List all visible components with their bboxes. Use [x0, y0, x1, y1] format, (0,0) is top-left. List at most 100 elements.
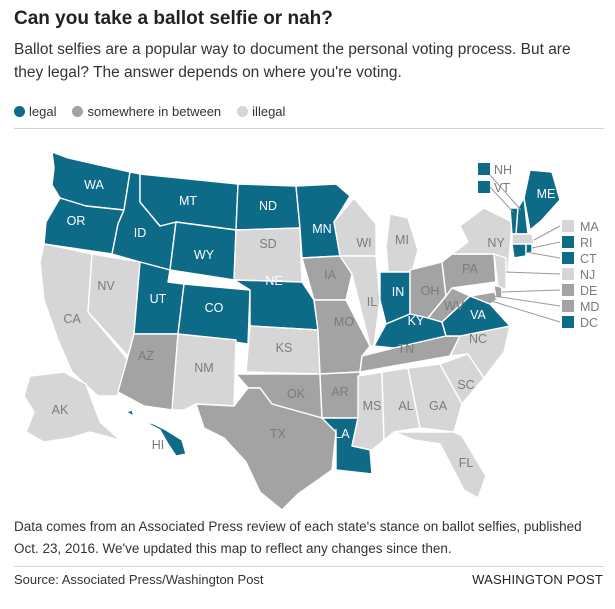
state-label-oh: OH	[421, 284, 440, 298]
callout-leader-de	[501, 289, 561, 293]
callout-swatch-ma	[562, 220, 574, 232]
state-label-al: AL	[398, 399, 413, 413]
state-label-mi: MI	[395, 233, 409, 247]
state-me	[523, 169, 561, 231]
callout-swatch-nj	[562, 268, 574, 280]
us-map: WA OR CA NV ID MT WY UT CO AZ NM ND SD NE KS OK TX MN IA MO…	[23, 151, 599, 511]
page-title: Can you take a ballot selfie or nah?	[14, 8, 333, 29]
state-label-or: OR	[67, 214, 86, 228]
legend-swatch-between	[72, 106, 84, 117]
legend-item-legal: legal	[14, 104, 56, 119]
state-label-sc: SC	[457, 378, 474, 392]
state-label-la: LA	[334, 427, 350, 441]
state-label-id: ID	[134, 226, 147, 240]
source-line: Source: Associated Press/Washington Post	[14, 572, 264, 587]
state-label-ne: NE	[265, 274, 282, 288]
state-label-sd: SD	[259, 237, 276, 251]
state-label-wv: WV	[444, 299, 465, 313]
state-label-tn: TN	[398, 342, 415, 356]
state-label-ok: OK	[287, 387, 306, 401]
callout-label-de: DE	[580, 284, 597, 298]
legend-label-illegal: illegal	[252, 104, 286, 119]
state-label-nm: NM	[194, 361, 213, 375]
callout-leader-ma	[533, 225, 561, 241]
state-ia	[301, 255, 353, 301]
callout-label-ri: RI	[580, 236, 593, 250]
legend-item-illegal: illegal	[237, 104, 285, 119]
footer-divider	[14, 566, 604, 567]
state-label-ky: KY	[408, 314, 425, 328]
callout-swatch-dc	[562, 316, 574, 328]
state-label-tx: TX	[270, 427, 287, 441]
state-label-fl: FL	[459, 456, 474, 470]
state-label-nd: ND	[259, 199, 277, 213]
state-label-ak: AK	[52, 403, 69, 417]
state-nj	[493, 253, 507, 291]
callout-label-nj: NJ	[580, 268, 595, 282]
state-hi	[125, 409, 187, 457]
callout-label-vt: VT	[494, 181, 510, 195]
state-al	[381, 367, 421, 441]
callout-label-ct: CT	[580, 252, 597, 266]
state-fl	[393, 431, 487, 499]
state-ga	[407, 363, 463, 433]
state-wi	[333, 197, 377, 257]
state-label-nc: NC	[469, 332, 487, 346]
callout-label-ma: MA	[580, 220, 599, 234]
state-label-ia: IA	[324, 268, 336, 282]
state-label-hi: HI	[152, 438, 165, 452]
state-label-mt: MT	[179, 194, 197, 208]
state-label-mn: MN	[312, 222, 331, 236]
state-tx	[195, 387, 337, 511]
state-ma	[511, 233, 535, 245]
state-label-ks: KS	[276, 341, 293, 355]
state-ct	[511, 243, 527, 259]
state-label-ms: MS	[363, 399, 382, 413]
legend-swatch-legal	[14, 106, 25, 117]
state-label-me: ME	[537, 187, 556, 201]
state-label-ar: AR	[331, 385, 348, 399]
callout-leader-ct	[525, 251, 561, 259]
state-label-in: IN	[392, 285, 405, 299]
callout-swatch-md	[562, 300, 574, 312]
legend-label-between: somewhere in between	[87, 104, 222, 119]
legend-label-legal: legal	[29, 104, 57, 119]
callout-swatch-nh	[478, 163, 490, 175]
state-label-ut: UT	[150, 292, 167, 306]
state-label-az: AZ	[138, 349, 154, 363]
state-label-ny: NY	[487, 236, 505, 250]
callout-swatch-vt	[478, 181, 490, 193]
state-label-wy: WY	[194, 248, 215, 262]
callout-label-md: MD	[580, 300, 599, 314]
state-label-co: CO	[205, 301, 224, 315]
state-label-il: IL	[367, 295, 377, 309]
legend-swatch-illegal	[237, 106, 249, 117]
callout-label-dc: DC	[580, 316, 598, 330]
callout-leader-ri	[531, 241, 561, 249]
legend-item-between: somewhere in between	[72, 104, 221, 119]
state-label-mo: MO	[334, 315, 354, 329]
callout-leader-dc	[487, 299, 561, 323]
callout-swatch-de	[562, 284, 574, 296]
credit-line: WASHINGTON POST	[472, 572, 603, 587]
state-ak	[23, 371, 121, 443]
state-label-wa: WA	[84, 178, 104, 192]
callout-leader-md	[493, 295, 561, 307]
subtitle: Ballot selfies are a popular way to docu…	[14, 41, 571, 81]
state-ri	[525, 243, 533, 255]
data-note: Data comes from an Associated Press revi…	[14, 519, 582, 556]
state-label-va: VA	[470, 308, 486, 322]
callout-leader-vt	[489, 186, 514, 213]
callout-swatch-ri	[562, 236, 574, 248]
state-label-ga: GA	[429, 399, 448, 413]
callout-swatch-ct	[562, 252, 574, 264]
state-label-nv: NV	[97, 279, 115, 293]
legend: legal somewhere in between illegal	[14, 104, 301, 119]
legend-divider	[14, 128, 604, 129]
callout-leader-nh	[489, 174, 522, 211]
state-wv	[427, 287, 471, 323]
state-label-wi: WI	[356, 236, 371, 250]
callout-leader-nj	[505, 271, 561, 275]
state-label-ca: CA	[63, 312, 81, 326]
callout-label-nh: NH	[494, 163, 512, 177]
